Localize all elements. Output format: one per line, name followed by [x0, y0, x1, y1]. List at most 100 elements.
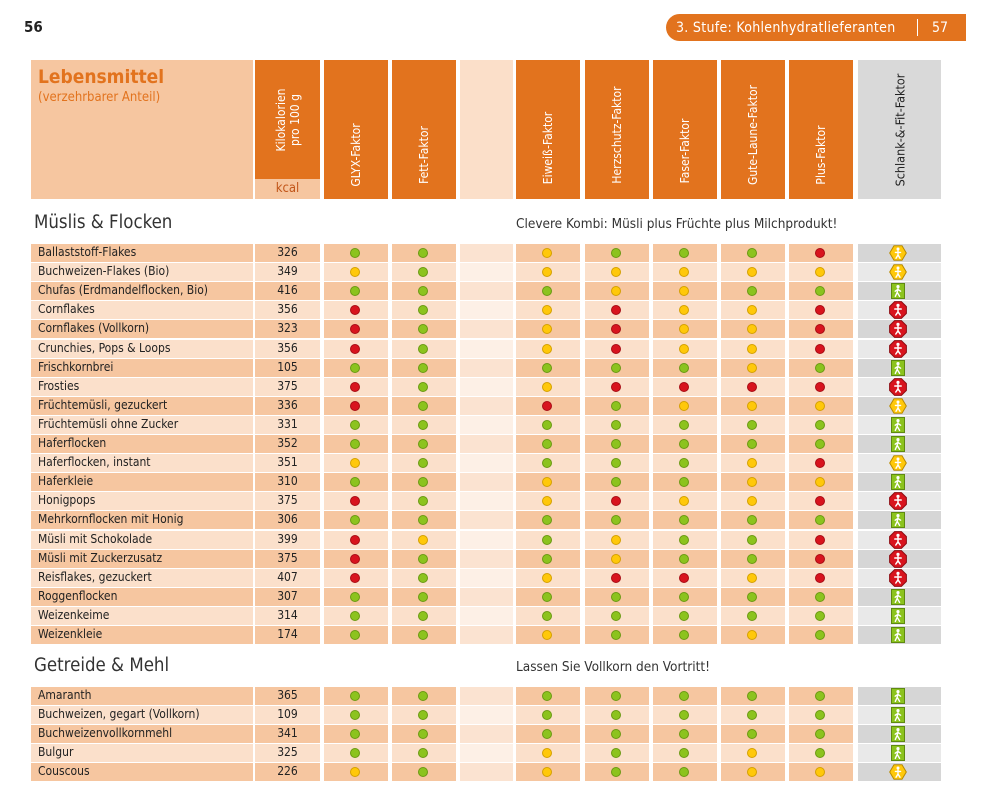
- red-dot-icon: [542, 400, 552, 411]
- green-dot-icon: [350, 362, 360, 373]
- food-name: Ballaststoff-Flakes: [38, 245, 137, 259]
- red-dot-icon: [815, 534, 825, 545]
- red-dot-icon: [350, 534, 360, 545]
- walking-figure-icon: [890, 283, 905, 303]
- food-name: Reisflakes, gezuckert: [38, 569, 152, 584]
- yellow-dot-icon: [542, 477, 552, 488]
- green-dot-icon: [350, 610, 360, 621]
- table-row: Früchtemüsli ohne Zucker 331: [31, 415, 941, 437]
- stop-figure-icon: [888, 301, 907, 323]
- kcal-value: 352: [277, 436, 298, 450]
- green-dot-icon: [542, 553, 552, 564]
- green-dot-icon: [679, 419, 689, 430]
- green-dot-icon: [679, 767, 689, 778]
- kcal-value: 341: [277, 726, 298, 741]
- yellow-dot-icon: [611, 534, 621, 545]
- green-dot-icon: [611, 610, 621, 621]
- yellow-dot-icon: [611, 553, 621, 564]
- header-kcal-label: Kilokalorien pro 100 g: [274, 89, 302, 152]
- food-name: Cornflakes: [38, 302, 95, 317]
- green-dot-icon: [611, 362, 621, 373]
- red-dot-icon: [350, 496, 360, 507]
- header-kcal-line2: pro 100 g: [287, 94, 302, 146]
- kcal-value: 325: [277, 745, 298, 760]
- red-dot-icon: [350, 400, 360, 411]
- table-row: Haferkleie 310: [31, 473, 941, 492]
- food-name: Couscous: [38, 764, 90, 779]
- green-dot-icon: [747, 710, 757, 721]
- kcal-value: 331: [277, 416, 298, 431]
- green-dot-icon: [747, 553, 757, 564]
- stop-figure-icon: [888, 320, 907, 342]
- green-dot-icon: [418, 630, 428, 640]
- yellow-dot-icon: [542, 630, 552, 640]
- green-dot-icon: [542, 515, 552, 526]
- table-row: Crunchies, Pops & Loops 356: [31, 339, 941, 358]
- green-dot-icon: [350, 286, 360, 297]
- yellow-dot-icon: [542, 343, 552, 354]
- kcal-value: 326: [277, 245, 298, 259]
- green-dot-icon: [815, 591, 825, 602]
- yellow-dot-icon: [747, 748, 757, 759]
- yellow-dot-icon: [542, 572, 552, 583]
- food-name: Roggenflocken: [38, 588, 118, 603]
- section-title: Getreide & Mehl: [34, 655, 170, 676]
- table-row: Müsli mit Schokolade 399: [31, 530, 941, 549]
- header-food-title: Lebensmittel: [38, 66, 165, 88]
- table-row: Buchweizen, gegart (Vollkorn) 109: [31, 706, 941, 725]
- green-dot-icon: [815, 286, 825, 297]
- kcal-value: 307: [277, 588, 298, 603]
- kcal-value: 356: [277, 302, 298, 317]
- walking-figure-icon: [890, 436, 905, 456]
- stop-figure-icon: [888, 492, 907, 514]
- food-name: Müsli mit Schokolade: [38, 531, 153, 546]
- walking-figure-icon: [890, 627, 905, 647]
- green-dot-icon: [418, 572, 428, 583]
- green-dot-icon: [418, 477, 428, 488]
- yellow-dot-icon: [815, 400, 825, 411]
- header-col-label: Herzschutz-Faktor: [610, 86, 624, 184]
- green-dot-icon: [815, 362, 825, 373]
- green-dot-icon: [418, 381, 428, 392]
- yellow-dot-icon: [747, 324, 757, 335]
- header-col-label: GLYX-Faktor: [349, 123, 363, 187]
- hexagon-figure-icon: [888, 264, 907, 284]
- green-dot-icon: [815, 515, 825, 526]
- yellow-dot-icon: [747, 458, 757, 469]
- red-dot-icon: [611, 305, 621, 316]
- yellow-dot-icon: [542, 267, 552, 278]
- hexagon-figure-icon: [888, 455, 907, 475]
- green-dot-icon: [542, 362, 552, 373]
- red-dot-icon: [815, 305, 825, 316]
- red-dot-icon: [679, 381, 689, 392]
- green-dot-icon: [542, 710, 552, 721]
- section-note: Lassen Sie Vollkorn den Vortritt!: [516, 659, 710, 675]
- green-dot-icon: [542, 439, 552, 449]
- red-dot-icon: [611, 324, 621, 335]
- section-title: Müslis & Flocken: [34, 212, 173, 233]
- food-name: Weizenkleie: [38, 627, 103, 641]
- walking-figure-icon: [890, 688, 905, 708]
- table-row: Roggenflocken 307: [31, 587, 941, 606]
- green-dot-icon: [679, 477, 689, 488]
- food-name: Cornflakes (Vollkorn): [38, 321, 150, 336]
- food-name: Buchweizen-Flakes (Bio): [38, 264, 170, 279]
- table-row: Frosties 375: [31, 377, 941, 396]
- kcal-value: 310: [277, 474, 298, 489]
- header-col-faser-faktor: Faser-Faktor: [653, 60, 717, 199]
- walking-figure-icon: [890, 512, 905, 532]
- red-dot-icon: [611, 343, 621, 354]
- green-dot-icon: [350, 591, 360, 602]
- yellow-dot-icon: [611, 286, 621, 297]
- green-dot-icon: [679, 553, 689, 564]
- header-col-label: Eiweiß-Faktor: [541, 111, 555, 185]
- food-name: Honigpops: [38, 493, 96, 508]
- green-dot-icon: [679, 458, 689, 469]
- header-food-cell: Lebensmittel (verzehrbarer Anteil): [31, 60, 253, 199]
- header-col-label: Fett-Faktor: [417, 125, 431, 184]
- yellow-dot-icon: [679, 305, 689, 316]
- green-dot-icon: [815, 748, 825, 759]
- green-dot-icon: [611, 419, 621, 430]
- green-dot-icon: [611, 767, 621, 778]
- walking-figure-icon: [890, 416, 905, 437]
